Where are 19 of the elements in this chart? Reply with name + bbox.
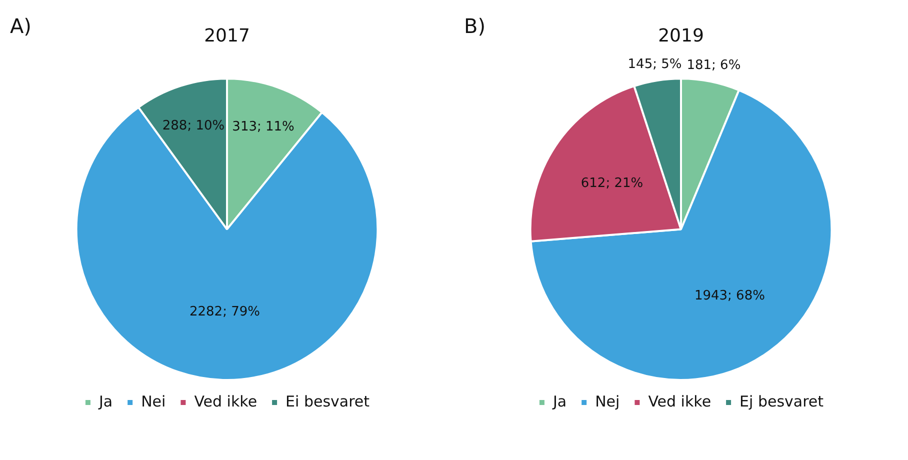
legend-label: Ved ikke <box>648 392 712 410</box>
text: B) <box>464 14 486 38</box>
legend-label: Ej besvaret <box>740 392 824 410</box>
legend-label: Ja <box>552 392 567 410</box>
legend-label: Nei <box>141 392 166 410</box>
legend-label: Ved ikke <box>194 392 258 410</box>
data-label: 145; 5% <box>628 57 682 72</box>
data-label: 313; 11% <box>232 119 294 134</box>
data-label: 612; 21% <box>580 176 644 191</box>
data-label: 181; 6% <box>686 58 741 74</box>
legend-label: Nej <box>595 392 620 410</box>
legend-label: Ja <box>98 392 113 410</box>
data-label: 288; 10% <box>162 118 225 134</box>
text: A) <box>10 14 32 38</box>
chart-title: 2019 <box>658 25 704 46</box>
data-label: 1943; 68% <box>694 288 765 304</box>
legend-label: Ei besvaret <box>286 392 370 410</box>
chart-title: 2017 <box>204 25 250 46</box>
data-label: 2282; 79% <box>189 304 260 320</box>
